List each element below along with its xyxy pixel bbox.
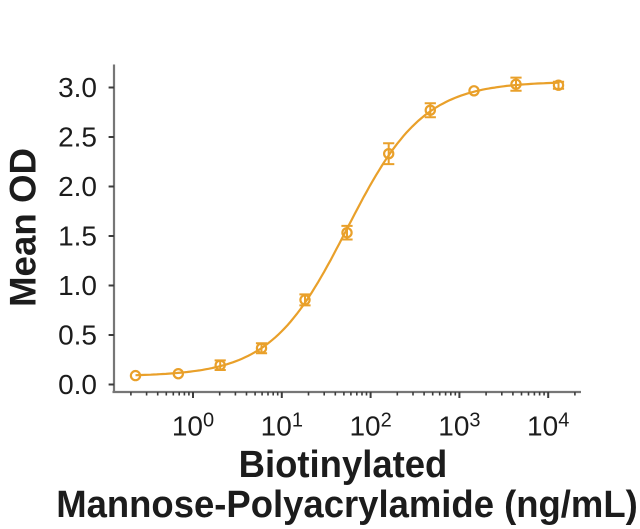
svg-text:1.0: 1.0 [58, 270, 97, 301]
svg-text:3.0: 3.0 [58, 72, 97, 103]
svg-text:2.0: 2.0 [58, 171, 97, 202]
svg-text:0.5: 0.5 [58, 320, 97, 351]
svg-text:0.0: 0.0 [58, 369, 97, 400]
svg-text:Mannose-Polyacrylamide (ng/mL): Mannose-Polyacrylamide (ng/mL) [56, 482, 638, 525]
svg-text:2.5: 2.5 [58, 122, 97, 153]
svg-text:Mean OD: Mean OD [3, 148, 44, 307]
svg-text:Biotinylated: Biotinylated [239, 442, 448, 485]
svg-text:1.5: 1.5 [58, 221, 97, 252]
